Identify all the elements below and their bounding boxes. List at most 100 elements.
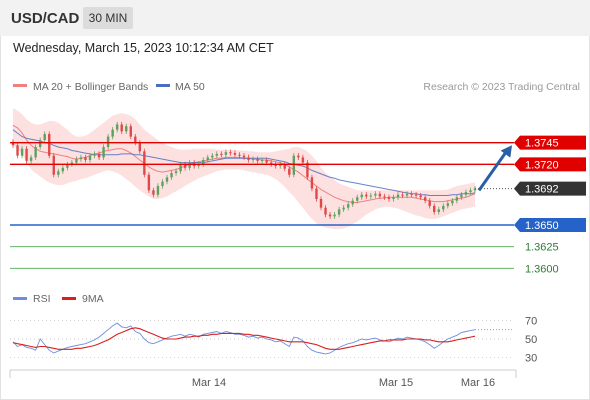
candle-body [52,155,55,175]
candle-body [288,168,291,175]
level-label-support: 1.3600 [525,263,559,275]
candle-body [310,177,314,189]
candle-body [247,157,250,160]
candle-body [333,214,336,217]
candle-body [25,148,28,161]
candle-body [224,152,228,155]
candle-body [319,199,323,208]
candle-body [292,155,296,175]
candle-body [283,164,286,169]
candle-body [102,147,105,158]
ma50-legend-label: MA 50 [175,81,205,93]
candle-body [279,164,282,167]
candle-body [188,162,191,168]
forecast-arrow-head [500,145,512,158]
level-label-resistance: 1.3720 [525,159,559,171]
candle-body [179,164,182,172]
candle-body [383,196,386,198]
level-tag-pivot [514,218,586,232]
candle-body [229,152,232,154]
candle-body [147,174,151,191]
candle-body [183,164,187,168]
candle-body [75,159,78,163]
candle-body [161,181,164,186]
candle-body [143,151,146,175]
candle-body [442,205,445,210]
time-tick-label: Mar 14 [192,377,226,389]
candle-body [129,126,132,137]
candle-body [378,193,382,197]
level-label-pivot: 1.3650 [525,220,559,232]
ma20-legend-label: MA 20 + Bollinger Bands [33,81,148,93]
candle-body [455,197,459,201]
candle-body [346,204,350,208]
candle-body [414,194,418,196]
candle-body [274,164,277,167]
time-axis: Mar 14 Mar 15 Mar 16 [9,369,517,389]
candle-body [469,190,472,193]
candle-body [315,188,318,199]
candle-body [405,193,409,196]
candle-body [111,129,114,137]
time-tick-label: Mar 16 [461,377,495,389]
candle-body [66,164,69,168]
candle-body [16,145,19,156]
candle-body [437,209,440,212]
candle-body [57,171,60,175]
candle-body [84,157,87,160]
price-levels: 1.3745 1.3720 1.3650 1.3625 1.3600 1.3692 [10,135,586,275]
ma20-legend-swatch [13,84,27,87]
forecast-arrow-shaft [477,148,510,192]
interval-button[interactable]: 30 MIN [83,7,133,29]
candle-body [202,160,205,165]
candle-body [242,155,246,158]
candle-body [11,141,15,146]
candle-body [165,177,169,182]
rsi-legend: RSI 9MA [13,293,104,305]
candle-body [233,153,237,155]
candle-body [125,126,128,132]
candle-body [29,157,33,161]
time-tick-label: Mar 15 [379,377,413,389]
candle-body [356,197,359,201]
candle-body [197,164,200,167]
candle-body [106,136,110,147]
candle-body [79,157,83,160]
rsi-legend-swatch [13,297,27,300]
bollinger-band [13,108,475,230]
candle-body [451,200,454,204]
price-plot [11,108,477,230]
candle-body [269,162,273,165]
current-price-tag [514,181,586,196]
candle-body [410,193,413,195]
candle-body [360,194,363,198]
candle-body [120,124,123,132]
candle-body [392,197,395,199]
candle-body [134,136,137,143]
candle-body [265,160,268,163]
rsi-tick-label: 30 [525,353,537,365]
level-label-support: 1.3625 [525,242,559,254]
symbol-label: USD/CAD [11,10,80,27]
candle-body [260,160,264,161]
candle-body [93,153,96,156]
candle-body [396,194,400,198]
candle-body [446,203,450,206]
candle-body [38,140,42,147]
candle-body [174,171,178,173]
candle-body [138,142,142,152]
candle-body [342,207,345,210]
current-price-label: 1.3692 [525,184,559,196]
copyright-label: Research © 2023 Trading Central [423,81,580,93]
candle-body [97,153,101,158]
candle-body [306,162,309,178]
candle-body [70,162,74,165]
candle-body [170,173,173,178]
candle-body [473,188,477,191]
rsi9-legend-label: 9MA [82,293,104,305]
level-tag-resistance [514,157,586,172]
candle-body [251,159,255,161]
rsi-tick-label: 70 [525,315,537,327]
candle-body [351,200,354,205]
price-legend: MA 20 + Bollinger Bands MA 50 Research ©… [13,81,580,93]
